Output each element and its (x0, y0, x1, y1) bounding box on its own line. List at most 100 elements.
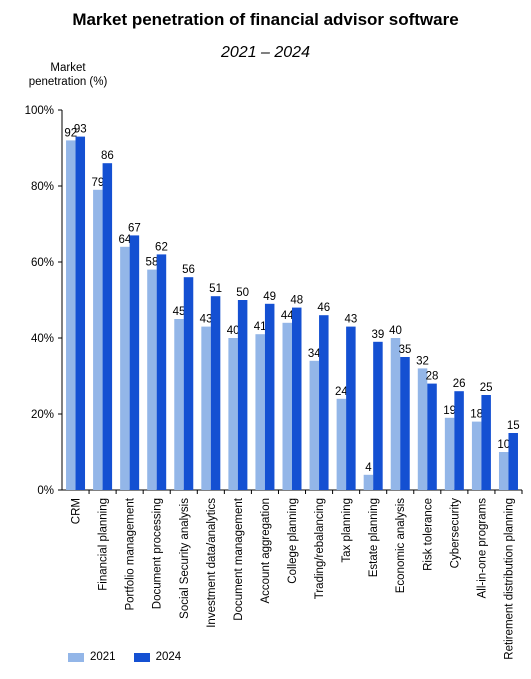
chart-subtitle: 2021 – 2024 (221, 44, 310, 61)
x-tick-label: Tax planning (341, 498, 353, 563)
data-label-2021: 4 (365, 462, 372, 474)
bar-2021 (228, 338, 238, 490)
data-label-2021: 32 (416, 355, 429, 367)
bar-2021 (147, 269, 157, 490)
data-label-2024: 50 (236, 287, 249, 299)
data-label-2024: 67 (128, 222, 141, 234)
data-label-2024: 39 (372, 329, 385, 341)
data-label-2021: 64 (118, 234, 131, 246)
data-label-2021: 40 (389, 325, 402, 337)
data-label-2024: 51 (209, 283, 222, 295)
bar-2021 (417, 368, 428, 490)
x-tick-label: Estate planning (368, 498, 380, 577)
bar-2024 (210, 296, 221, 490)
data-label-2024: 56 (182, 264, 195, 276)
legend-item-2024: 2024 (133, 651, 182, 663)
bar-2021 (444, 417, 455, 490)
bar-2021 (282, 322, 292, 490)
data-label-2024: 25 (480, 382, 493, 394)
bar-2024 (264, 303, 275, 490)
bar-2024 (481, 395, 491, 490)
legend-label-2021: 2021 (90, 651, 116, 663)
bar-2024 (346, 326, 356, 490)
data-label-2024: 28 (426, 371, 439, 383)
x-tick-label: Document management (233, 497, 245, 621)
data-label-2021: 19 (443, 405, 456, 417)
data-label-2021: 92 (64, 127, 77, 139)
bar-2024 (156, 254, 167, 490)
chart-title: Market penetration of financial advisor … (72, 10, 459, 29)
bar-2024 (237, 300, 248, 490)
data-label-2021: 58 (146, 257, 159, 269)
bar-2024 (319, 315, 329, 490)
legend-swatch-2024 (133, 652, 150, 662)
bar-2021 (66, 140, 76, 490)
x-tick-label: Document processing (152, 498, 164, 609)
bar-2024 (373, 341, 383, 490)
bar-2024 (400, 357, 410, 490)
bar-2024 (102, 163, 113, 490)
y-tick-label: 80% (31, 181, 54, 193)
bar-2024 (427, 383, 437, 490)
x-tick-label: Account aggregation (260, 498, 272, 604)
data-label-2024: 15 (507, 420, 520, 432)
x-tick-label: Social Security analysis (179, 498, 191, 619)
bar-2024 (129, 235, 140, 490)
data-label-2024: 26 (453, 378, 466, 390)
data-label-2021: 79 (91, 177, 104, 189)
bar-2021 (255, 334, 265, 490)
y-tick-label: 60% (31, 257, 54, 269)
bar-2024 (75, 136, 86, 490)
legend: 2021 2024 (68, 651, 199, 663)
y-tick-label: 0% (37, 485, 54, 497)
x-tick-label: Financial planning (98, 498, 110, 591)
x-tick-label: CRM (71, 498, 83, 524)
bar-2021 (174, 319, 184, 490)
bar-2024 (292, 307, 302, 490)
y-tick-label: 100% (25, 105, 54, 117)
data-label-2021: 44 (281, 310, 294, 322)
bar-2021 (363, 474, 374, 490)
bar-2024 (508, 433, 518, 490)
data-label-2024: 93 (74, 124, 87, 136)
data-label-2024: 48 (290, 295, 303, 307)
data-label-2024: 86 (101, 150, 114, 162)
legend-item-2021: 2021 (68, 651, 116, 663)
data-label-2021: 41 (254, 321, 267, 333)
y-tick-label: 40% (31, 333, 54, 345)
bar-2021 (201, 326, 211, 490)
legend-swatch-2021 (68, 652, 84, 662)
x-tick-label: Risk tolerance (422, 498, 434, 571)
x-tick-label: Cybersecurity (449, 498, 461, 569)
data-label-2021: 43 (200, 314, 213, 326)
legend-label-2024: 2024 (155, 651, 182, 663)
bar-2021 (93, 189, 103, 491)
data-label-2021: 10 (497, 439, 510, 451)
y-tick-label: 20% (31, 409, 54, 421)
data-label-2024: 46 (317, 302, 330, 314)
data-label-2021: 34 (308, 348, 321, 360)
data-label-2024: 49 (263, 291, 276, 303)
bar-2021 (120, 246, 130, 490)
bar-2021 (471, 421, 482, 490)
bar-2024 (454, 391, 464, 490)
x-tick-label: Investment data/analytics (206, 498, 218, 628)
x-tick-label: Economic analysis (395, 498, 407, 593)
x-tick-label: Portfolio management (125, 497, 137, 610)
x-tick-label: Trading/rebalancing (314, 498, 326, 599)
data-label-2024: 62 (155, 241, 168, 253)
bar-2021 (390, 338, 401, 490)
x-tick-label: All-in-one programs (476, 498, 488, 599)
data-label-2021: 24 (335, 386, 348, 398)
data-label-2021: 18 (470, 409, 483, 421)
data-label-2021: 40 (227, 325, 240, 337)
data-label-2024: 35 (399, 344, 412, 356)
x-tick-label: Retirement distribution planning (503, 498, 515, 660)
bar-2021 (336, 398, 347, 490)
bar-2024 (183, 277, 194, 490)
data-label-2021: 45 (173, 306, 186, 318)
y-axis-label: Market penetration (%) (28, 62, 108, 88)
x-tick-label: College planning (287, 498, 299, 584)
bar-2021 (498, 452, 509, 490)
